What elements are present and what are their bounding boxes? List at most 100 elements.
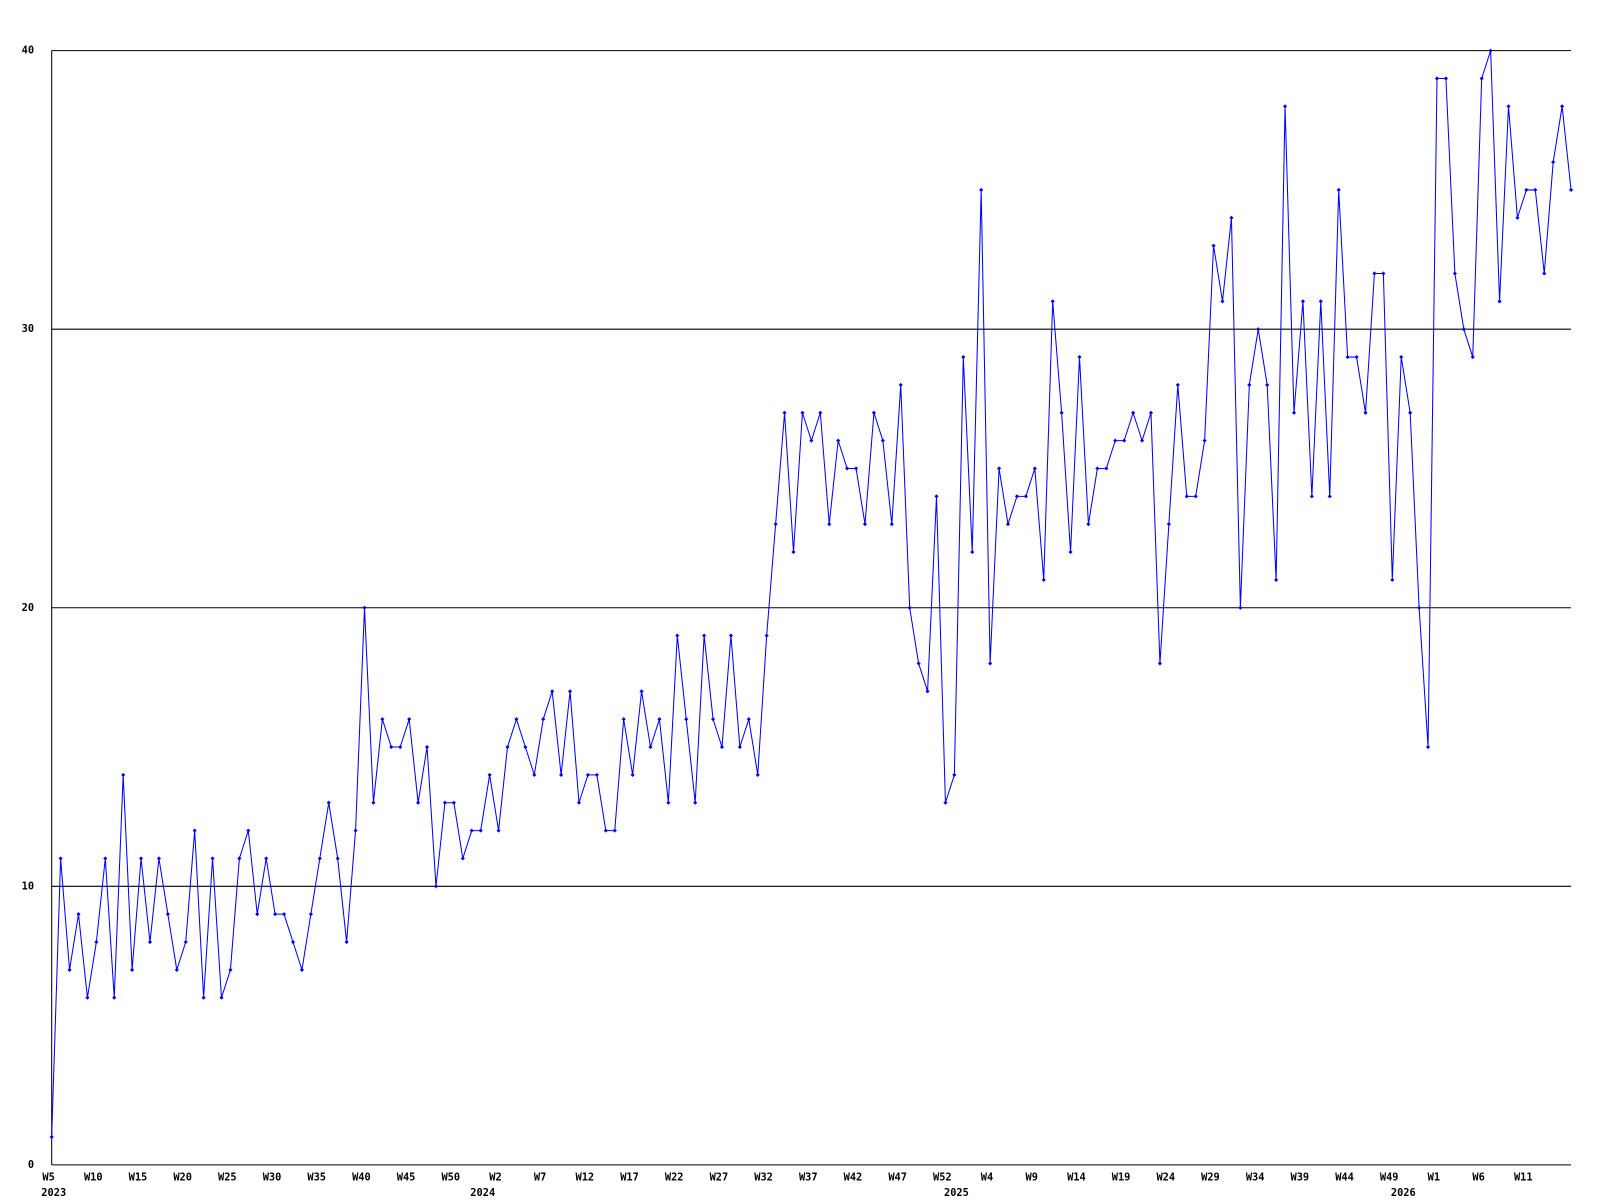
data-point: [1300, 299, 1306, 304]
data-point: [469, 828, 474, 833]
data-point: [979, 187, 984, 192]
data-point: [1452, 271, 1457, 276]
data-point: [710, 717, 716, 722]
data-point: [728, 633, 733, 638]
data-point: [773, 522, 778, 527]
data-point: [1274, 577, 1279, 582]
data-point: [496, 828, 501, 833]
x-year-label: 2024: [470, 1187, 495, 1199]
data-point: [961, 354, 966, 360]
x-tick-label: W34: [1246, 1171, 1265, 1183]
x-tick-label: W20: [173, 1171, 192, 1183]
data-point: [523, 744, 528, 750]
data-point: [684, 717, 689, 722]
data-point: [836, 438, 841, 443]
data-point: [1211, 243, 1216, 248]
data-point: [1175, 382, 1180, 387]
data-point: [478, 828, 483, 833]
x-tick-label: W50: [441, 1171, 460, 1183]
x-tick-label: W25: [218, 1171, 237, 1183]
data-point: [1095, 466, 1100, 471]
data-point: [228, 967, 233, 972]
data-point: [156, 856, 161, 861]
data-point: [1113, 438, 1118, 443]
x-tick-label: W7: [534, 1171, 546, 1183]
data-point: [827, 522, 832, 527]
data-point: [1408, 410, 1413, 415]
data-point: [112, 995, 117, 1000]
data-point: [1309, 494, 1314, 499]
data-point: [746, 717, 751, 722]
x-tick-label: W37: [799, 1171, 818, 1183]
data-point: [183, 939, 188, 945]
data-point: [281, 912, 287, 917]
data-point: [1381, 271, 1386, 276]
data-point: [1354, 354, 1359, 360]
data-point: [514, 717, 519, 722]
x-year-label: 2023: [41, 1187, 66, 1199]
data-point: [1291, 410, 1297, 415]
data-point: [889, 522, 894, 527]
data-point: [433, 884, 439, 889]
data-point: [219, 995, 224, 1000]
data-point: [809, 438, 814, 443]
data-point: [1193, 494, 1198, 499]
y-tick-label: 30: [22, 323, 34, 335]
data-point: [1247, 382, 1252, 387]
data-point: [1417, 605, 1422, 610]
data-point: [603, 828, 608, 833]
x-year-label: 2026: [1391, 1187, 1416, 1199]
data-point: [657, 717, 662, 722]
data-point: [103, 856, 108, 861]
data-point: [121, 772, 126, 777]
x-tick-label: W52: [933, 1171, 952, 1183]
data-point: [371, 800, 376, 805]
data-point: [58, 856, 63, 861]
data-point: [1104, 466, 1109, 471]
data-point: [1327, 494, 1332, 499]
data-point: [290, 939, 296, 945]
data-point: [1184, 494, 1189, 499]
data-point: [988, 661, 993, 666]
data-point: [880, 438, 885, 443]
data-point: [1488, 48, 1493, 53]
data-point: [255, 912, 260, 917]
x-tick-label: W9: [1025, 1171, 1037, 1183]
data-point: [1515, 215, 1520, 220]
x-tick-label: W45: [397, 1171, 416, 1183]
x-tick-label: W47: [888, 1171, 907, 1183]
data-point: [424, 744, 430, 750]
x-tick-label: W14: [1067, 1171, 1086, 1183]
x-tick-label: W30: [263, 1171, 282, 1183]
data-point: [1345, 354, 1350, 360]
x-tick-label: W6: [1472, 1171, 1484, 1183]
x-tick-label: W17: [620, 1171, 639, 1183]
data-point: [585, 772, 590, 777]
x-tick-label: W29: [1201, 1171, 1220, 1183]
data-point: [1479, 76, 1484, 81]
data-point: [952, 772, 957, 777]
x-tick-label: W5: [42, 1171, 54, 1183]
data-point: [1157, 661, 1163, 666]
data-point: [138, 856, 144, 861]
data-point: [1282, 104, 1288, 109]
data-point: [1318, 299, 1323, 304]
data-point: [791, 549, 796, 555]
data-point: [1014, 494, 1019, 499]
data-point: [264, 856, 269, 861]
data-point: [666, 800, 671, 805]
data-point: [1560, 104, 1565, 109]
x-tick-label: W10: [84, 1171, 103, 1183]
x-tick-label: W11: [1514, 1171, 1533, 1183]
x-tick-label: W44: [1335, 1171, 1354, 1183]
data-point: [246, 828, 251, 833]
x-tick-label: W15: [129, 1171, 148, 1183]
data-point: [130, 967, 135, 972]
data-point: [818, 410, 823, 415]
y-tick-label: 0: [28, 1159, 34, 1171]
data-point: [174, 967, 179, 972]
y-tick-label: 20: [22, 602, 34, 614]
data-point: [380, 717, 385, 722]
data-point: [1265, 382, 1270, 387]
